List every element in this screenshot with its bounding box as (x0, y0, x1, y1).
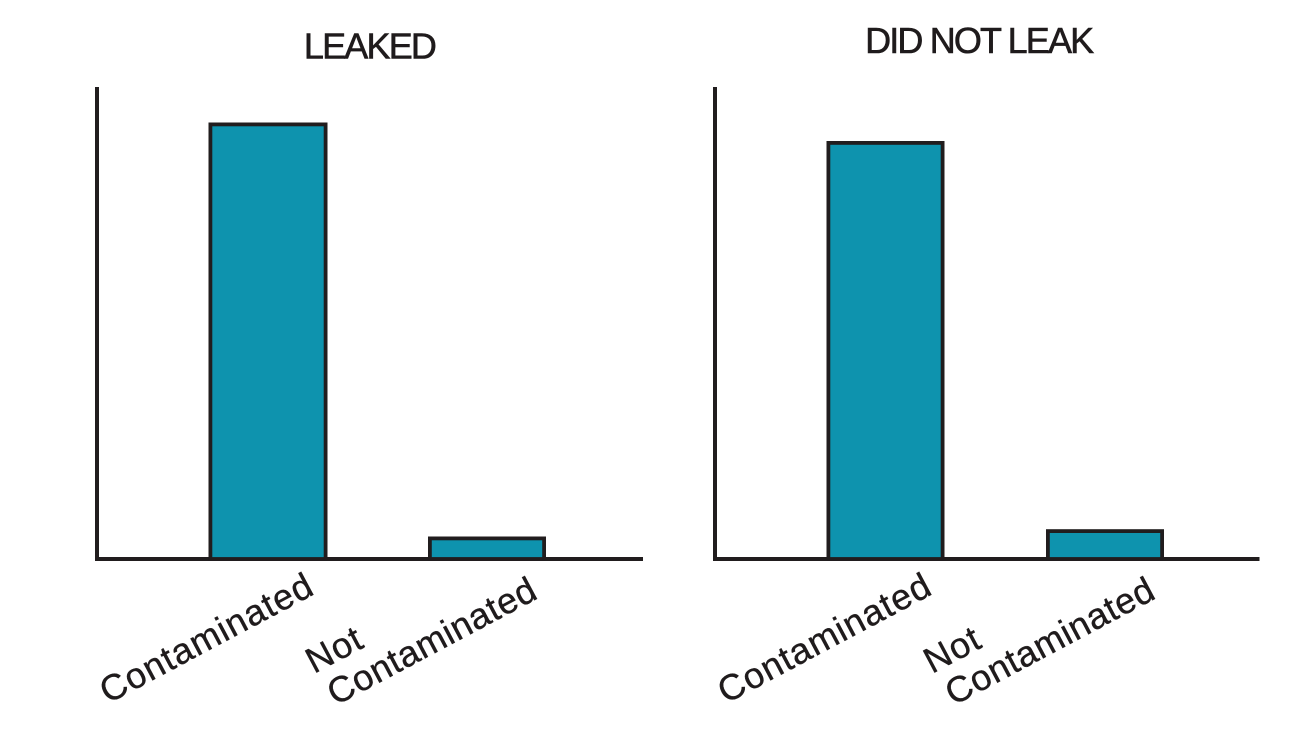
svg-text:Contaminated: Contaminated (711, 564, 939, 711)
svg-text:DID NOT LEAK: DID NOT LEAK (865, 20, 1094, 61)
svg-text:Contaminated: Contaminated (93, 564, 321, 711)
svg-text:LEAKED: LEAKED (304, 25, 436, 66)
